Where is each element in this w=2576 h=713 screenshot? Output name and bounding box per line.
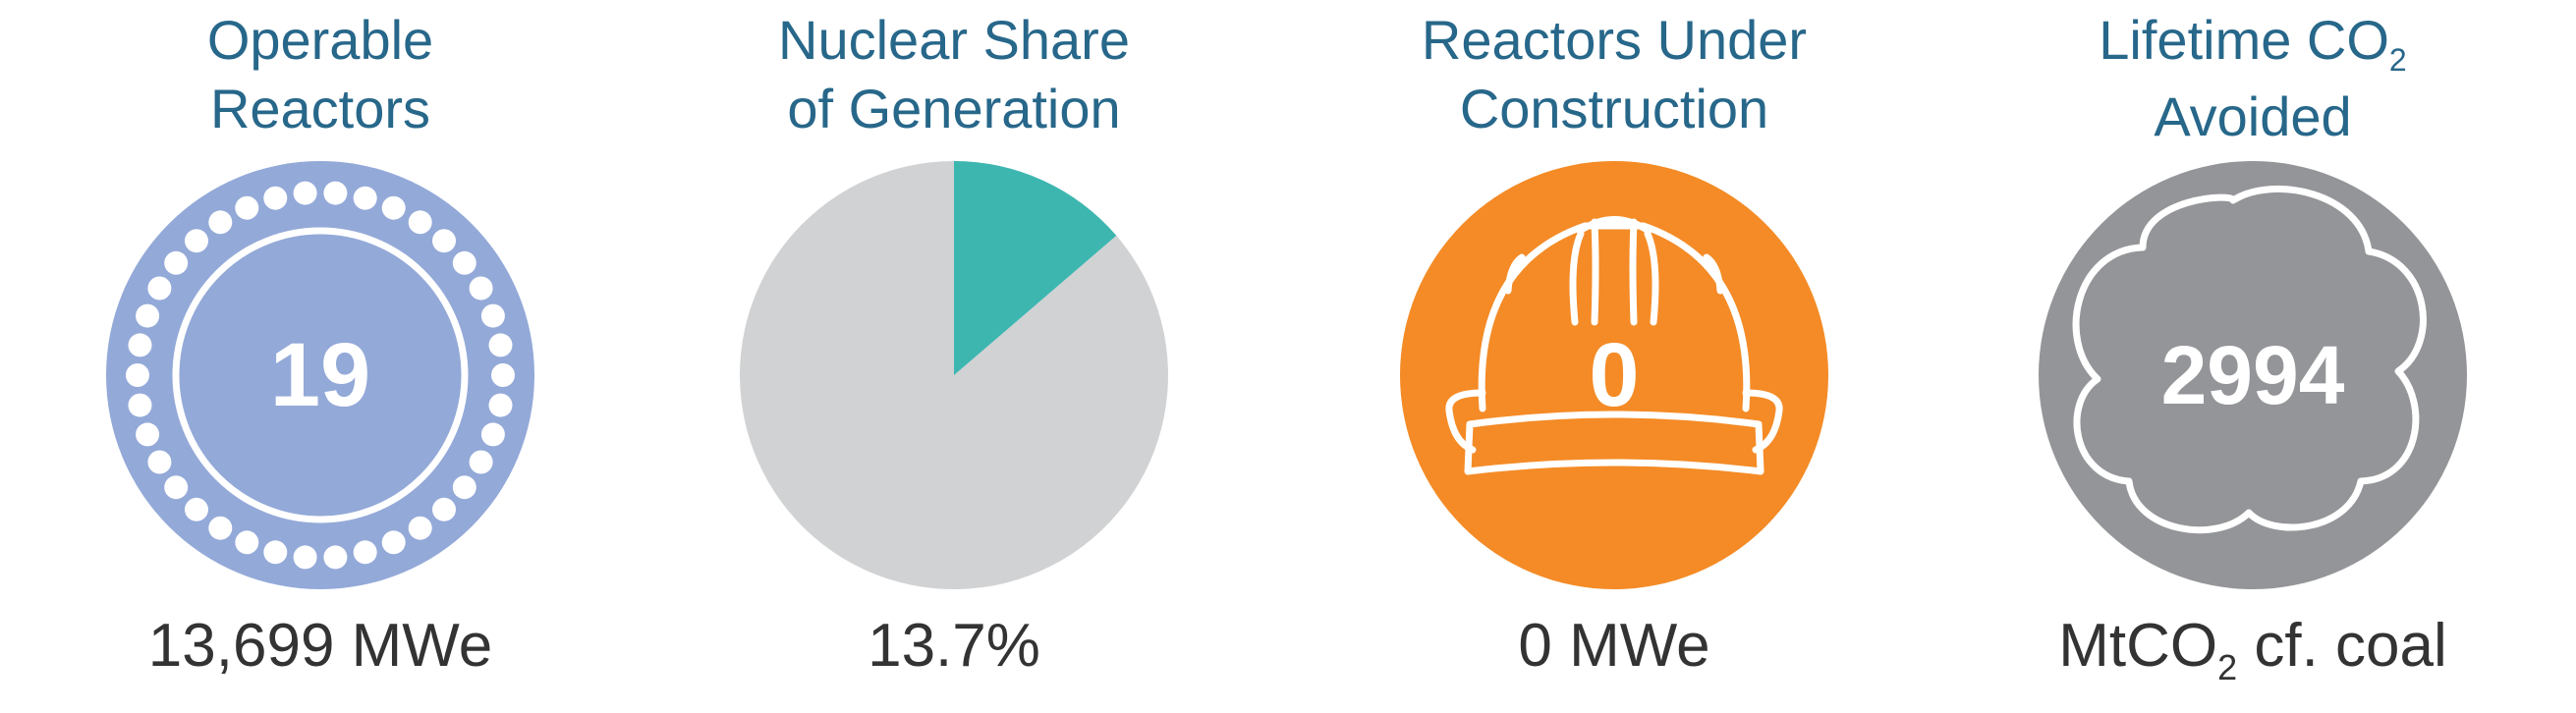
under-construction-count: 0	[1589, 325, 1639, 425]
co2-badge: 2994	[2039, 161, 2467, 589]
reactor-dot	[432, 229, 456, 253]
operable-capacity-caption: 13,699 MWe	[147, 612, 493, 680]
reactor-dot	[235, 530, 259, 555]
construction-badge: 0	[1400, 161, 1828, 589]
reactor-dot	[293, 181, 317, 205]
operable-reactors-count: 19	[270, 325, 370, 425]
pie-slice-rest	[739, 161, 1168, 589]
under-construction-title: Reactors Under Construction	[1300, 6, 1929, 143]
reactor-dot	[469, 450, 493, 474]
reactor-dot	[452, 475, 476, 500]
reactor-dot	[381, 195, 406, 220]
reactor-dot	[432, 497, 456, 521]
reactor-dot	[185, 229, 208, 253]
reactor-dot	[480, 303, 505, 328]
reactor-dot	[263, 186, 288, 210]
nuclear-share-title: Nuclear Share of Generation	[640, 6, 1268, 143]
co2-avoided-value: 2994	[2161, 329, 2345, 421]
reactor-dot	[488, 393, 513, 417]
hard-hat-icon	[1445, 216, 1783, 475]
co2-avoided-caption: MtCO2 cf. coal	[1938, 607, 2567, 693]
reactor-dot	[353, 186, 377, 210]
reactor-dot	[491, 363, 515, 387]
reactor-dot	[323, 545, 348, 570]
reactor-dot	[293, 545, 317, 570]
operable-reactors-panel: Operable Reactors 19 13,699 MWe	[6, 0, 635, 713]
reactor-dot	[147, 450, 172, 474]
nuclear-share-caption: 13.7%	[868, 612, 1040, 680]
operable-title-line2: Reactors	[209, 78, 431, 139]
reactor-dot	[126, 363, 149, 387]
reactor-inner-circle	[172, 227, 469, 523]
reactor-dot	[469, 276, 493, 301]
reactor-dot	[208, 210, 233, 235]
co2-caption-pre: MtCO	[2058, 612, 2218, 680]
co2-avoided-title: Lifetime CO2 Avoided	[1938, 6, 2567, 151]
reactor-dot-ring	[126, 181, 515, 570]
reactor-dot	[128, 393, 152, 417]
reactor-dot	[136, 422, 160, 447]
reactor-dot	[136, 303, 160, 328]
reactor-dot	[381, 530, 406, 555]
reactor-dot	[263, 540, 288, 565]
nuclear-share-panel: Nuclear Share of Generation 13.7%	[640, 0, 1268, 713]
share-title-line1: Nuclear Share	[778, 9, 1130, 71]
reactor-dot	[164, 475, 189, 500]
construction-title-line1: Reactors Under	[1421, 9, 1808, 71]
reactor-dot	[208, 516, 233, 540]
pie-slice-nuclear	[954, 161, 1117, 375]
share-title-line2: of Generation	[787, 78, 1121, 139]
operable-title-line1: Operable	[206, 9, 434, 71]
construction-circle	[1400, 161, 1828, 589]
co2-title-line2: Avoided	[2154, 85, 2352, 147]
reactor-dot	[408, 516, 432, 540]
co2-caption-post: cf. coal	[2237, 612, 2447, 680]
reactor-dot	[488, 333, 513, 357]
reactor-dot	[452, 250, 476, 275]
construction-title-line2: Construction	[1459, 78, 1769, 139]
reactor-dot	[128, 333, 152, 357]
co2-avoided-panel: Lifetime CO2 Avoided 2994 MtCO2 cf. coal	[1938, 0, 2567, 713]
reactor-ring-icon: 19	[106, 161, 534, 589]
reactor-dot	[185, 497, 208, 521]
co2-title-line1: Lifetime CO	[2099, 9, 2389, 71]
reactor-dot	[480, 422, 505, 447]
nuclear-share-pie-chart	[739, 161, 1168, 589]
reactor-dot	[164, 250, 189, 275]
co2-caption-subscript: 2	[2217, 647, 2238, 687]
co2-title-subscript: 2	[2388, 42, 2407, 78]
reactor-dot	[353, 540, 377, 565]
operable-reactors-title: Operable Reactors	[6, 6, 635, 143]
under-construction-panel: Reactors Under Construction 0 0 MWe	[1300, 0, 1929, 713]
reactor-dot	[235, 195, 259, 220]
reactor-dot	[147, 276, 172, 301]
reactor-dot	[323, 181, 348, 205]
reactor-dot	[408, 210, 432, 235]
construction-capacity-caption: 0 MWe	[1518, 612, 1710, 680]
cloud-icon	[2072, 186, 2427, 534]
